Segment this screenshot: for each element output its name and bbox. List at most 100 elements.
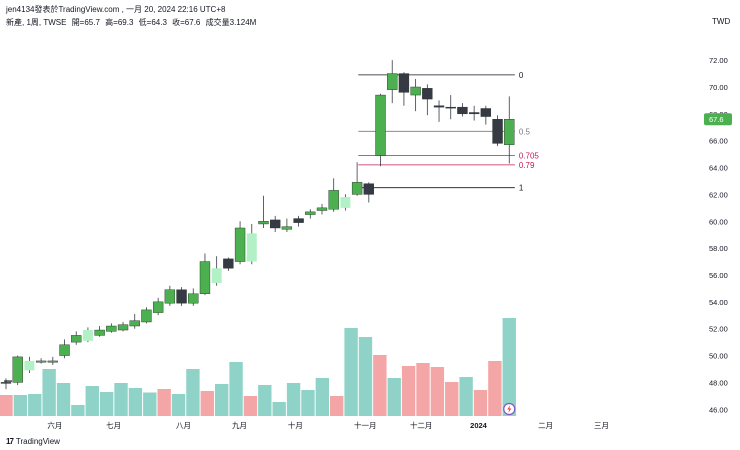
candle-body — [468, 112, 480, 115]
candle-body — [504, 119, 515, 145]
volume-value: 成交量3.124M — [205, 18, 257, 27]
price-tick-label: 50.00 — [709, 352, 728, 361]
high-value: 高=69.3 — [105, 18, 134, 27]
fib-level-label: 1 — [519, 184, 524, 193]
price-tick-label: 48.00 — [709, 378, 728, 387]
published-by-line: jen4134發表於TradingView.com , 一月 20, 2024 … — [6, 5, 226, 14]
candle-body — [305, 211, 316, 215]
price-axis[interactable]: 46.00 48.00 50.00 52.00 54.00 56.00 58.00 60.00… — [704, 56, 732, 414]
price-tick-label: 64.00 — [709, 164, 728, 173]
candle-body — [152, 301, 164, 313]
time-tick-label: 十一月 — [354, 420, 377, 430]
fib-level-label: 0.79 — [519, 161, 535, 170]
price-tick-label: 70.00 — [709, 83, 728, 92]
candle-body — [492, 119, 503, 144]
time-tick-label: 七月 — [106, 421, 121, 430]
candle-body — [258, 221, 269, 225]
volume-bar — [171, 394, 186, 416]
candles — [0, 60, 515, 390]
price-tick-label: 72.00 — [709, 56, 728, 65]
volume-bar — [488, 361, 502, 416]
candle-body — [457, 106, 468, 115]
volume-bar — [344, 328, 358, 416]
volume-bar — [0, 395, 13, 416]
price-tick-label: 60.00 — [709, 217, 728, 226]
candle-body — [246, 233, 257, 262]
time-tick-label: 十月 — [288, 420, 303, 430]
volume-bars — [0, 318, 516, 416]
time-tick-label: 三月 — [594, 421, 609, 430]
price-tick-label: 62.00 — [709, 190, 728, 199]
candle-body — [293, 218, 304, 223]
candle-body — [117, 324, 129, 331]
candle-body — [12, 356, 23, 383]
volume-bar — [28, 394, 42, 416]
price-tick-label: 46.00 — [709, 405, 728, 414]
volume-bar — [416, 363, 430, 416]
time-tick-label: 2024 — [470, 421, 488, 430]
candle-body — [71, 335, 82, 343]
volume-bar — [42, 369, 56, 416]
volume-bar — [13, 395, 28, 416]
time-tick-label: 九月 — [232, 421, 247, 430]
candle-body — [59, 344, 70, 356]
candle-body — [164, 289, 176, 304]
candle-body — [141, 309, 152, 323]
open-value: 開=65.7 — [71, 18, 100, 27]
volume-bar — [301, 390, 315, 416]
candle-body — [223, 258, 234, 269]
price-tick-label: 58.00 — [709, 244, 728, 253]
volume-bar — [243, 396, 258, 416]
volume-bar — [99, 392, 114, 416]
price-tick-label: 52.00 — [709, 325, 728, 334]
candle-body — [445, 106, 456, 109]
candle-body — [35, 360, 47, 363]
last-price-marker[interactable] — [704, 113, 732, 126]
currency-label: TWD — [712, 17, 731, 26]
price-tick-label: 66.00 — [709, 137, 728, 146]
candle-body — [234, 227, 246, 262]
lightning-glyph — [507, 405, 512, 413]
volume-bar — [200, 391, 214, 416]
volume-bar — [315, 378, 330, 416]
volume-bar — [214, 384, 229, 416]
tradingview-brand[interactable]: 17 TradingView — [6, 437, 60, 446]
brand-text: TradingView — [15, 437, 60, 446]
chart-extras — [4, 380, 516, 416]
candle-body — [211, 268, 222, 284]
candle-body — [422, 88, 433, 100]
fib-level-label: 0.5 — [519, 127, 531, 136]
candle-body — [270, 219, 281, 229]
candle-body — [410, 86, 421, 96]
time-axis[interactable]: 六月 七月 八月 九月 十月 十一月 十二月 2024 二月 三月 — [47, 420, 609, 430]
candle-body — [281, 226, 293, 230]
candle-body — [351, 182, 363, 195]
price-tick-label: 54.00 — [709, 298, 728, 307]
volume-bar — [258, 385, 272, 416]
tradingview-logo-icon: 17 — [6, 437, 14, 446]
volume-bar — [401, 366, 416, 416]
candle-body — [47, 360, 58, 363]
candle-body — [199, 261, 211, 294]
volume-bar — [358, 337, 373, 416]
last-price-label: 67.6 — [709, 115, 724, 124]
volume-bar — [186, 369, 200, 416]
candle-body — [398, 73, 410, 93]
candle-body — [328, 190, 339, 210]
fib-level-label: 0.705 — [519, 151, 540, 160]
candle-body — [363, 183, 374, 195]
fib-level-label: 0 — [519, 71, 524, 80]
volume-bar — [128, 388, 143, 416]
volume-bar — [430, 367, 445, 416]
candle-body — [129, 320, 140, 327]
low-value: 低=64.3 — [138, 18, 167, 27]
candle-body — [387, 73, 398, 90]
volume-bar — [445, 382, 459, 416]
symbol-label[interactable]: 新產, 1周, TWSE — [6, 18, 67, 27]
time-tick-label: 二月 — [538, 421, 553, 430]
time-tick-label: 十二月 — [410, 420, 433, 430]
volume-bar — [71, 405, 85, 416]
candle-body — [0, 382, 12, 384]
candle-body — [316, 207, 328, 211]
